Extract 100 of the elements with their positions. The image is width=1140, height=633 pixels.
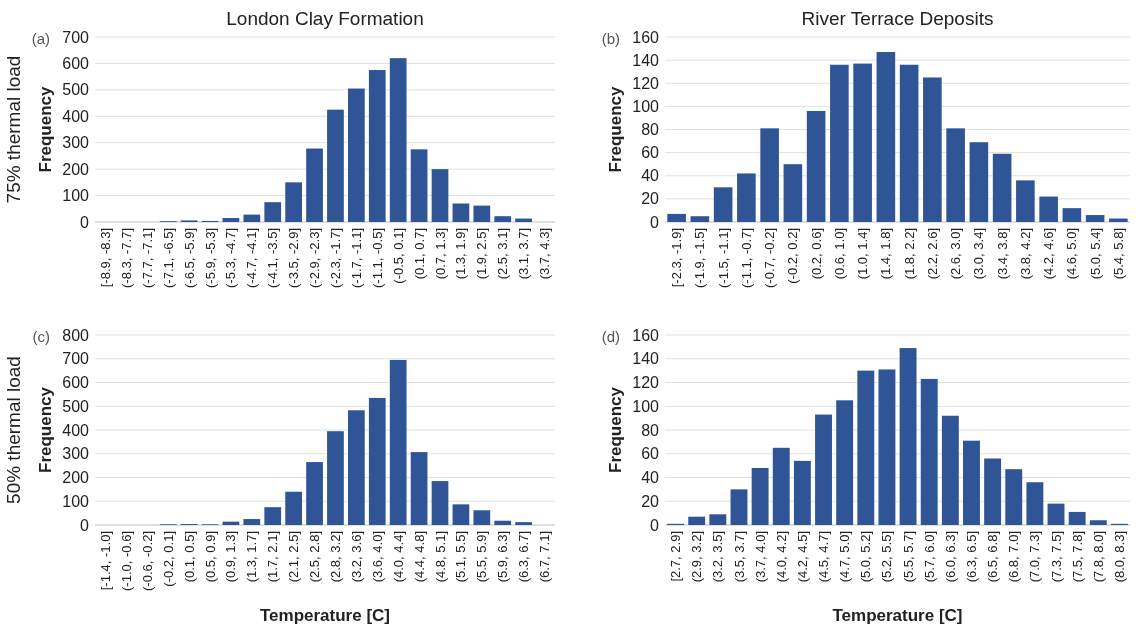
bar: [327, 431, 344, 525]
bar: [899, 348, 917, 525]
y-tick-label: 200: [62, 469, 90, 487]
bar: [515, 522, 532, 525]
x-tick-label: (5.1, 5.5]: [453, 531, 469, 583]
x-tick-label: (5.2, 5.5]: [879, 531, 895, 583]
x-tick-label: (6.5, 6.8]: [985, 531, 1001, 583]
bar: [368, 397, 386, 525]
bar: [857, 370, 875, 525]
bar: [1026, 482, 1044, 525]
x-tick-label: (6.3, 6.5]: [964, 531, 980, 583]
y-tick-label: 0: [650, 213, 660, 231]
x-tick-label: (3.7, 4.0]: [752, 531, 768, 583]
bar: [243, 519, 261, 525]
x-tick-label: (3.4, 3.8]: [994, 228, 1010, 280]
x-tick-label: (7.8, 8.0]: [1090, 531, 1106, 583]
x-tick-label: (1.9, 2.5]: [474, 228, 490, 280]
bar: [836, 400, 854, 525]
y-tick-label: 300: [62, 445, 90, 463]
y-tick-label: 160: [632, 28, 660, 46]
x-tick-label: (-4.1, -3.5]: [265, 228, 281, 288]
x-tick-label: (0.2, 0.6]: [808, 228, 824, 280]
y-tick-label: 80: [641, 121, 660, 139]
bar: [853, 63, 872, 222]
x-tick-label: (-7.7, -7.1]: [139, 228, 155, 288]
x-tick-label: (4.6, 5.0]: [1064, 228, 1080, 280]
bar: [431, 169, 449, 222]
x-tick-label: (5.0, 5.4]: [1087, 228, 1103, 280]
bar: [264, 507, 282, 525]
x-tick-label: (3.7, 4.3]: [537, 228, 553, 280]
y-tick-label: 0: [80, 516, 90, 534]
bar: [431, 481, 449, 525]
y-tick-label: 0: [650, 516, 660, 534]
x-tick-label: (0.1, 0.5]: [181, 531, 197, 583]
x-tick-label: (2.6, 3.0]: [948, 228, 964, 280]
x-tick-label: (3.0, 3.4]: [971, 228, 987, 280]
y-tick-label: 600: [62, 374, 90, 392]
bar: [1047, 503, 1065, 525]
bar: [963, 440, 980, 525]
bar: [1016, 180, 1035, 222]
y-tick-label: 40: [641, 167, 660, 185]
x-tick-label: (-5.9, -5.3]: [202, 228, 218, 288]
bar: [1039, 196, 1058, 222]
y-tick-label: 40: [641, 469, 660, 487]
bar: [751, 468, 769, 525]
y-tick-label: 60: [641, 144, 660, 162]
x-tick-label: (3.1, 3.7]: [516, 228, 532, 280]
x-tick-label: (6.0, 6.3]: [942, 531, 958, 583]
x-tick-label: (1.7, 2.1]: [265, 531, 281, 583]
x-tick-label: (2.2, 2.6]: [924, 228, 940, 280]
y-tick-label: 800: [62, 326, 90, 344]
bar: [264, 202, 282, 222]
x-tick-label: (-0.5, 0.1]: [390, 228, 406, 284]
x-tick-label: (4.2, 4.5]: [794, 531, 810, 583]
bar: [688, 516, 706, 525]
y-axis-title: Frequency: [36, 386, 55, 473]
x-tick-label: (7.0, 7.3]: [1027, 531, 1043, 583]
bar: [494, 520, 512, 525]
x-tick-label: (5.7, 6.0]: [921, 531, 937, 583]
bar: [389, 58, 407, 222]
x-tick-label: (-0.7, -0.2]: [762, 228, 778, 288]
y-tick-label: 400: [62, 421, 90, 439]
x-tick-label: (4.5, 4.7]: [816, 531, 832, 583]
text: (c): [32, 328, 50, 346]
bar: [667, 213, 686, 222]
x-tick-label: (2.5, 3.1]: [495, 228, 511, 280]
bar: [783, 164, 803, 222]
bar: [389, 359, 407, 525]
y-tick-label: 200: [62, 160, 90, 178]
x-tick-label: (-0.6, -0.2]: [139, 531, 155, 591]
bar: [452, 203, 470, 222]
x-tick-label: (5.4, 5.8]: [1110, 228, 1126, 280]
x-tick-label: (6.7, 7.1]: [537, 531, 553, 583]
x-tick-label: (1.3, 1.9]: [453, 228, 469, 280]
x-tick-label: (-8.3, -7.7]: [118, 228, 134, 288]
y-tick-label: 80: [641, 421, 660, 439]
x-tick-label: (-1.1, -0.5]: [369, 228, 385, 288]
bar: [410, 452, 428, 525]
y-tick-label: 0: [80, 213, 90, 231]
bar: [348, 410, 365, 525]
bar: [920, 378, 938, 525]
y-tick-label: 700: [62, 28, 90, 46]
x-tick-label: (0.9, 1.3]: [223, 531, 239, 583]
bar: [876, 52, 896, 222]
bar: [306, 462, 323, 525]
x-tick-label: (4.2, 4.6]: [1041, 228, 1057, 280]
bar: [285, 182, 302, 222]
bar: [494, 216, 512, 222]
x-tick-label: (5.5, 5.7]: [900, 531, 916, 583]
bar: [815, 414, 832, 525]
x-tick-label: (1.3, 1.7]: [244, 531, 260, 583]
bar: [1068, 511, 1086, 525]
bar: [327, 109, 344, 222]
text: 75% thermal load: [3, 55, 24, 204]
chart-title: River Terrace Deposits: [801, 8, 994, 29]
bar: [899, 64, 919, 222]
text: 50% thermal load: [3, 356, 24, 504]
bar: [793, 460, 811, 525]
bar: [243, 214, 261, 222]
y-axis-title: Frequency: [36, 85, 55, 173]
